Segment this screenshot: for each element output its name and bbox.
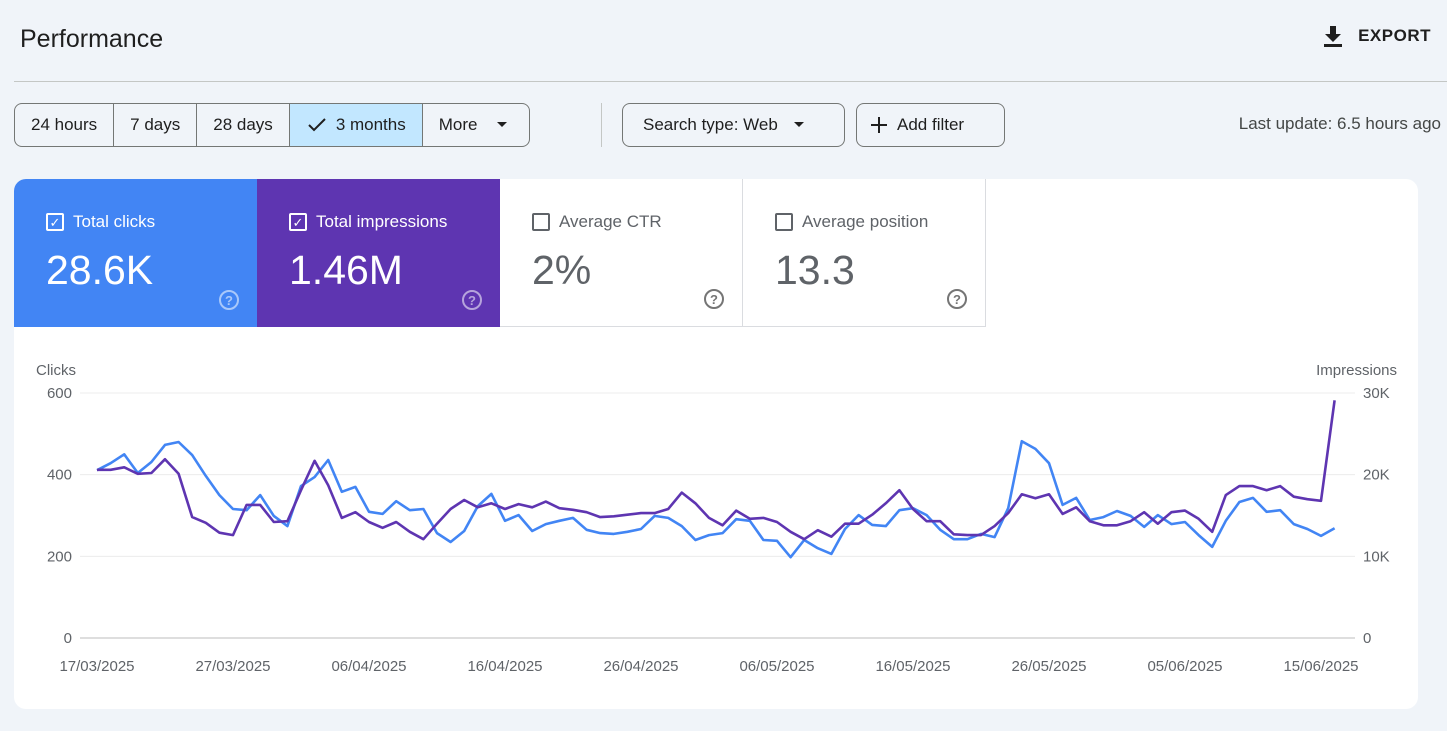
range-more[interactable]: More xyxy=(423,104,530,146)
add-filter-button[interactable]: Add filter xyxy=(856,103,1005,147)
series-line-impressions xyxy=(97,400,1336,541)
metric-label: Total clicks xyxy=(73,212,156,231)
range-7-days[interactable]: 7 days xyxy=(114,104,198,146)
range-24-hours[interactable]: 24 hours xyxy=(15,104,115,146)
checkbox-unchecked-icon[interactable] xyxy=(775,213,793,231)
x-tick-label: 15/06/2025 xyxy=(1283,658,1358,675)
metric-value: 1.46M xyxy=(289,247,403,293)
left-tick-label: 600 xyxy=(47,385,72,402)
help-icon[interactable]: ? xyxy=(462,290,482,310)
help-icon[interactable]: ? xyxy=(947,289,967,309)
metric-label: Average position xyxy=(802,212,929,231)
performance-card: ✓ Total clicks 28.6K ? ✓ Total impressions… xyxy=(14,179,1418,709)
range-label: 24 hours xyxy=(31,115,98,134)
search-type-label: Search type: Web xyxy=(643,115,778,134)
right-tick-label: 10K xyxy=(1363,548,1390,565)
metric-label: Average CTR xyxy=(559,212,662,231)
metric-value: 13.3 xyxy=(775,247,855,293)
range-3-months[interactable]: 3 months xyxy=(289,104,423,146)
range-label: 28 days xyxy=(213,115,273,134)
search-type-dropdown[interactable]: Search type: Web xyxy=(622,103,845,147)
left-axis-label: Clicks xyxy=(36,362,76,379)
toolbar-divider xyxy=(601,103,602,147)
dropdown-arrow-icon xyxy=(497,122,508,127)
x-tick-label: 27/03/2025 xyxy=(195,658,270,675)
x-tick-label: 16/05/2025 xyxy=(875,658,950,675)
left-tick-label: 400 xyxy=(47,467,72,484)
help-icon[interactable]: ? xyxy=(704,289,724,309)
checkbox-checked-icon[interactable]: ✓ xyxy=(46,213,64,231)
metric-average-position[interactable]: Average position 13.3 ? xyxy=(743,179,986,327)
plus-icon xyxy=(871,117,887,133)
last-update: Last update: 6.5 hours ago xyxy=(1238,114,1441,133)
metric-value: 28.6K xyxy=(46,247,154,293)
right-tick-label: 20K xyxy=(1363,467,1390,484)
dropdown-arrow-icon xyxy=(793,122,804,127)
check-icon xyxy=(308,118,326,132)
metric-total-clicks[interactable]: ✓ Total clicks 28.6K ? xyxy=(14,179,257,327)
download-icon xyxy=(1324,26,1343,47)
range-label: More xyxy=(438,115,478,134)
page-title: Performance xyxy=(20,25,164,53)
right-axis-label: Impressions xyxy=(1316,362,1397,379)
metric-value: 2% xyxy=(532,247,592,293)
x-tick-label: 06/05/2025 xyxy=(739,658,814,675)
add-filter-label: Add filter xyxy=(897,115,965,134)
metric-average-ctr[interactable]: Average CTR 2% ? xyxy=(500,179,743,327)
metric-total-impressions[interactable]: ✓ Total impressions 1.46M ? xyxy=(257,179,500,327)
series-line-clicks xyxy=(96,439,1336,559)
range-label: 7 days xyxy=(130,115,181,134)
x-tick-label: 26/05/2025 xyxy=(1011,658,1086,675)
checkbox-unchecked-icon[interactable] xyxy=(532,213,550,231)
x-tick-label: 06/04/2025 xyxy=(331,658,406,675)
x-tick-label: 26/04/2025 xyxy=(603,658,678,675)
range-28-days[interactable]: 28 days xyxy=(197,104,290,146)
x-tick-label: 05/06/2025 xyxy=(1147,658,1222,675)
header-divider xyxy=(14,81,1447,82)
checkbox-checked-icon[interactable]: ✓ xyxy=(289,213,307,231)
right-tick-label: 0 xyxy=(1363,630,1371,647)
date-range-selector: 24 hours 7 days 28 days 3 months More xyxy=(14,103,531,147)
x-tick-label: 16/04/2025 xyxy=(467,658,542,675)
x-tick-label: 17/03/2025 xyxy=(59,658,134,675)
help-icon[interactable]: ? xyxy=(219,290,239,310)
left-tick-label: 200 xyxy=(47,548,72,565)
performance-chart: Clicks Impressions 0 0 200 10K 400 20K 600 30K 1… xyxy=(36,362,1397,675)
right-tick-label: 30K xyxy=(1363,385,1390,402)
export-button[interactable]: EXPORT xyxy=(1322,24,1431,48)
metric-label: Total impressions xyxy=(316,212,448,231)
range-label: 3 months xyxy=(335,115,406,134)
export-label: EXPORT xyxy=(1358,26,1431,45)
left-tick-label: 0 xyxy=(64,630,72,647)
